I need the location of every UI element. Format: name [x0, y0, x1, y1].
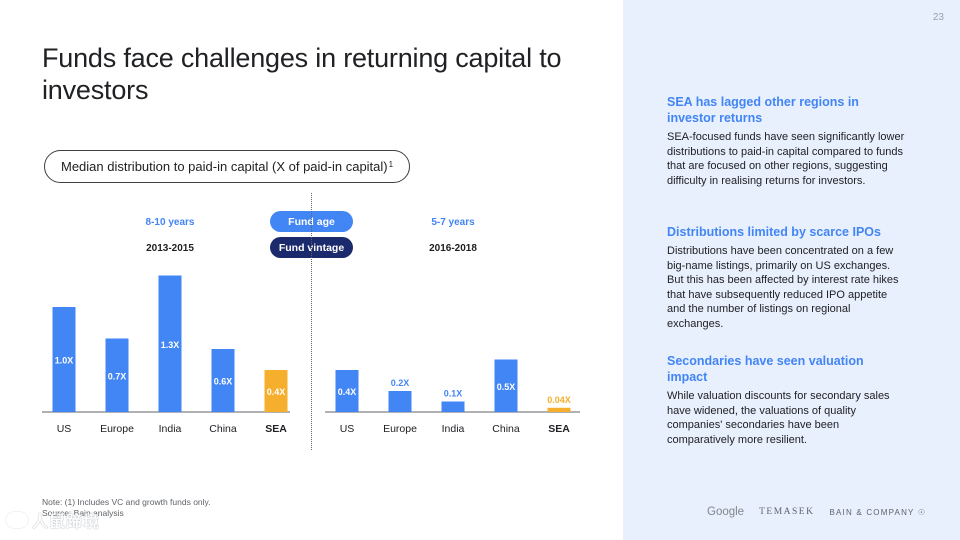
data-label: 0.2X — [391, 378, 410, 388]
side-block-heading: Distributions limited by scarce IPOs — [667, 225, 881, 239]
watermark-logo-icon — [6, 512, 28, 528]
data-label: 0.6X — [214, 377, 233, 387]
watermark-text: 人鼠蹄境 — [32, 514, 101, 531]
data-label: 1.3X — [161, 340, 180, 350]
category-label: Europe — [383, 423, 417, 435]
bain-mark-icon: ☉ — [917, 507, 927, 517]
side-block-ipos: Distributions limited by scarce IPOs Dis… — [667, 224, 907, 331]
footnote-note: Note: (1) Includes VC and growth funds o… — [42, 497, 211, 507]
side-block-returns: SEA has lagged other regions in investor… — [667, 94, 907, 188]
bar-india — [441, 401, 465, 412]
group2-vintage-label: 2016-2018 — [429, 243, 477, 254]
bar-us — [52, 307, 76, 412]
category-label: US — [340, 423, 355, 435]
category-label: SEA — [265, 423, 287, 435]
category-label: India — [159, 423, 182, 435]
bar-india — [158, 275, 182, 412]
data-label: 0.4X — [338, 387, 357, 397]
partner-logos: Google TEMASEK BAIN & COMPANY ☉ — [707, 506, 926, 518]
data-label: 0.1X — [444, 389, 463, 399]
bar-chart: 1.0X US 0.7X Europe 1.3X India 0.6X China 0.4X SE… — [42, 275, 580, 435]
bar-us — [335, 370, 359, 412]
temasek-logo: TEMASEK — [759, 507, 815, 517]
watermark: 人鼠蹄境 — [6, 508, 100, 532]
group1-vintage-label: 2013-2015 — [146, 243, 194, 254]
side-block-heading: Secondaries have seen valuation impact — [667, 354, 864, 384]
google-logo: Google — [707, 506, 745, 518]
side-block-body: SEA-focused funds have seen significantl… — [667, 131, 905, 187]
data-label: 0.5X — [497, 382, 516, 392]
chart-label-footnote-ref: 1 — [388, 160, 394, 169]
bain-logo: BAIN & COMPANY ☉ — [829, 508, 926, 517]
bar-europe — [105, 338, 129, 412]
bar-sea — [547, 407, 571, 412]
data-label: 0.04X — [547, 395, 571, 405]
page-number: 23 — [932, 12, 944, 23]
category-label: China — [209, 423, 237, 435]
category-label: Europe — [100, 423, 134, 435]
side-block-body: Distributions have been concentrated on … — [667, 245, 899, 330]
chart-label-pill: Median distribution to paid-in capital (… — [44, 150, 411, 183]
side-block-heading: SEA has lagged other regions in investor… — [667, 95, 859, 125]
footnote: Note: (1) Includes VC and growth funds o… — [42, 497, 211, 519]
category-label: SEA — [548, 423, 570, 435]
category-label: China — [492, 423, 520, 435]
bar-china — [211, 349, 235, 412]
side-block-body: While valuation discounts for secondary … — [667, 390, 890, 446]
bar-sea — [264, 370, 288, 412]
category-label: US — [57, 423, 72, 435]
group1-age-label: 8-10 years — [145, 217, 195, 228]
side-block-secondaries: Secondaries have seen valuation impact W… — [667, 353, 907, 447]
side-panel: 23 SEA has lagged other regions in inves… — [623, 0, 960, 540]
data-label: 0.4X — [267, 387, 286, 397]
data-label: 1.0X — [55, 356, 74, 366]
data-label: 0.7X — [108, 371, 127, 381]
group2-age-label: 5-7 years — [431, 217, 475, 228]
chart-label-text: Median distribution to paid-in capital (… — [61, 159, 388, 174]
slide-title: Funds face challenges in returning capit… — [42, 43, 562, 105]
category-label: India — [442, 423, 465, 435]
footnote-source: Source: Bain analysis — [42, 508, 124, 518]
bar-china — [494, 359, 518, 412]
bar-europe — [388, 391, 412, 412]
group-divider — [311, 193, 312, 450]
bain-logo-text: BAIN & COMPANY — [829, 507, 915, 517]
